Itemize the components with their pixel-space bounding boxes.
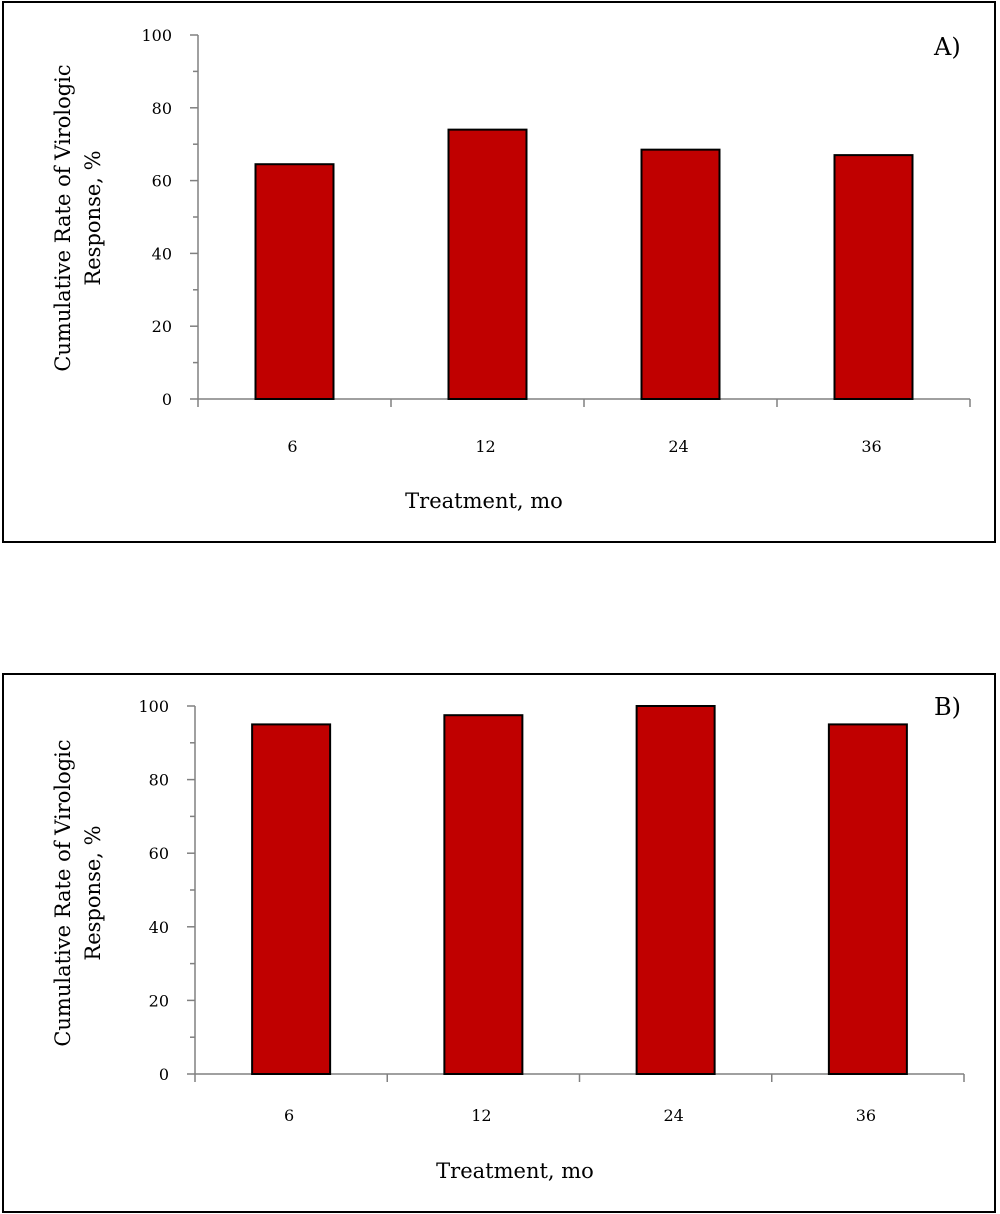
y-axis-title-a-line1: Cumulative Rate of Virologic — [51, 64, 75, 371]
bar-a-12 — [447, 128, 528, 400]
x-tick-label-a: 36 — [861, 437, 881, 456]
panel-label-b: B) — [934, 693, 961, 721]
y-axis-title-b-line2: Response, % — [81, 825, 105, 960]
x-tick-label-a: 24 — [668, 437, 688, 456]
x-axis-title-a: Treatment, mo — [405, 489, 563, 513]
chart-a-svg: A) Treatment, mo Cumulative Rate of Viro… — [51, 26, 971, 513]
y-axis-title-a-line2: Response, % — [81, 150, 105, 285]
x-tick-label-a: 6 — [287, 437, 297, 456]
x-tick-label-b: 6 — [284, 1106, 294, 1125]
y-tick-label-a: 0 — [162, 390, 172, 409]
y-tick-label-b: 60 — [149, 844, 169, 863]
x-tick-label-b: 24 — [663, 1106, 683, 1125]
bar-b-36 — [827, 723, 908, 1076]
chart-panel-b: B) Treatment, mo Cumulative Rate of Viro… — [2, 673, 996, 1213]
x-axis-title-b: Treatment, mo — [436, 1159, 594, 1183]
x-tick-label-a: 12 — [475, 437, 495, 456]
bar-b-12 — [443, 714, 524, 1075]
bar-a-36 — [833, 154, 914, 400]
x-tick-label-b: 12 — [471, 1106, 491, 1125]
panel-label-a: A) — [933, 33, 961, 61]
y-tick-label-a: 60 — [152, 172, 172, 191]
y-tick-label-b: 80 — [149, 771, 169, 790]
bar-b-6 — [251, 723, 332, 1076]
y-tick-label-b: 20 — [149, 991, 169, 1010]
x-tick-label-b: 36 — [856, 1106, 876, 1125]
bar-b-24 — [635, 705, 716, 1075]
y-tick-label-a: 40 — [152, 244, 172, 263]
y-tick-label-b: 0 — [159, 1065, 169, 1084]
chart-b-svg: B) Treatment, mo Cumulative Rate of Viro… — [51, 693, 965, 1183]
y-tick-label-b: 100 — [138, 697, 169, 716]
chart-panel-a: A) Treatment, mo Cumulative Rate of Viro… — [2, 1, 996, 543]
bar-a-6 — [254, 163, 335, 400]
y-tick-label-b: 40 — [149, 918, 169, 937]
y-tick-label-a: 80 — [152, 99, 172, 118]
y-axis-title-b-line1: Cumulative Rate of Virologic — [51, 739, 75, 1046]
y-tick-label-a: 20 — [152, 317, 172, 336]
y-tick-label-a: 100 — [141, 26, 172, 45]
bar-a-24 — [640, 148, 721, 400]
